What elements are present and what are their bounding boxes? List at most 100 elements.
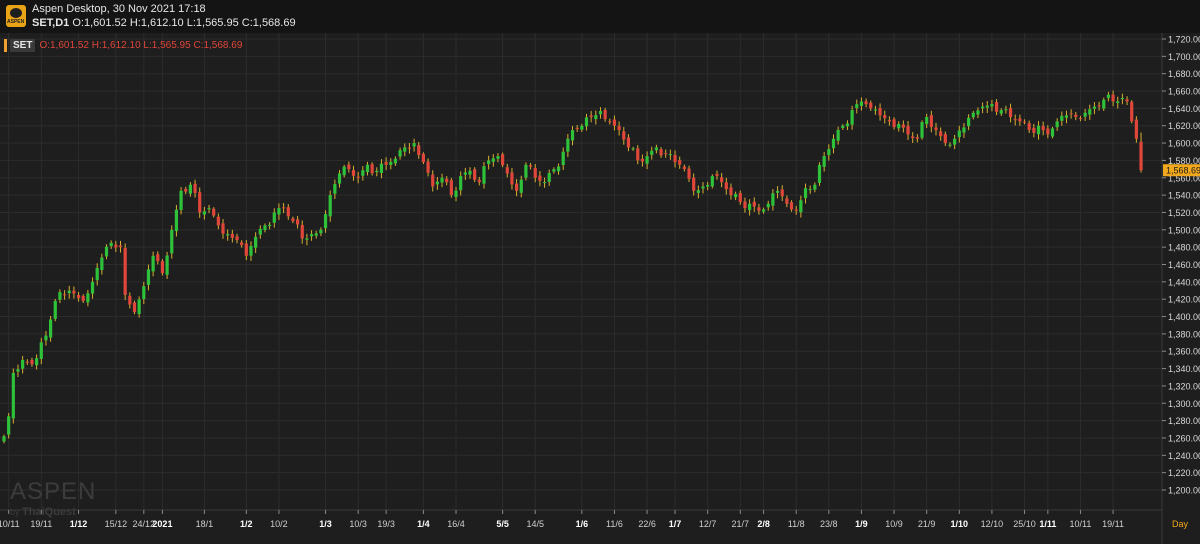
chart-area[interactable]: 1,720.00 1,700.00 1,680.00 1,660.00 1,640.00… (0, 33, 1200, 544)
time-tick-label: 2/8 (757, 519, 770, 529)
candle-body (808, 189, 812, 191)
candle-body (831, 138, 836, 149)
candle-body (855, 104, 859, 108)
candle-body (170, 229, 174, 254)
time-tick-label: 21/9 (918, 519, 936, 529)
price-tick-label: 1,360.00 (1168, 347, 1200, 357)
candle-body (864, 101, 868, 105)
candle-body (803, 188, 808, 199)
candle-body (1069, 113, 1073, 115)
candle-body (999, 110, 1003, 114)
candle-body (440, 177, 444, 183)
price-tick-label: 1,460.00 (1168, 260, 1200, 270)
time-tick-label: 23/8 (820, 519, 838, 529)
candle-body (678, 160, 682, 165)
price-tick-label: 1,260.00 (1168, 433, 1200, 443)
candle-body (528, 165, 533, 167)
candle-body (393, 158, 398, 164)
candle-body (254, 236, 258, 248)
candle-body (1088, 109, 1092, 115)
time-tick-label: 10/11 (1070, 519, 1092, 529)
candle-body (570, 130, 575, 141)
candle-body (552, 169, 556, 172)
candle-body (459, 176, 463, 191)
candle-body (109, 242, 113, 247)
candle-body (44, 335, 48, 341)
last-price-label: 1,568.69 (1166, 166, 1200, 176)
time-tick-label: 14/5 (526, 519, 544, 529)
candle-body (608, 121, 612, 123)
candle-body (142, 286, 146, 300)
candle-body (1102, 99, 1106, 109)
candle-body (356, 176, 360, 178)
candle-body (869, 102, 873, 109)
candle-body (25, 361, 29, 363)
candle-body (132, 302, 137, 313)
candle-body (333, 184, 337, 194)
candle-body (957, 130, 961, 138)
candle-body (291, 218, 295, 222)
price-tick-label: 1,680.00 (1168, 69, 1200, 79)
time-tick-label: 18/1 (196, 519, 214, 529)
price-tick-label: 1,560.00 (1168, 173, 1200, 183)
candle-body (901, 124, 905, 128)
candle-body (953, 138, 957, 145)
candle-body (766, 203, 770, 208)
candle-body (179, 190, 183, 211)
candle-body (76, 294, 81, 299)
candle-body (160, 261, 165, 274)
candle-body (1111, 94, 1115, 102)
price-tick-label: 1,240.00 (1168, 451, 1200, 461)
candle-body (757, 207, 761, 211)
price-tick-label: 1,380.00 (1168, 329, 1200, 339)
candle-body (286, 207, 290, 217)
candle-body (1036, 125, 1041, 135)
candle-body (724, 182, 728, 190)
candle-body (184, 188, 188, 192)
candle-body (482, 166, 486, 184)
candle-body (67, 290, 71, 294)
candle-body (673, 154, 677, 163)
candle-body (971, 112, 975, 118)
price-tick-label: 1,200.00 (1168, 486, 1200, 496)
candle-body (664, 153, 668, 155)
legend-symbol[interactable]: SET (10, 38, 36, 52)
title-bar: ASPEN Aspen Desktop, 30 Nov 2021 17:18 S… (0, 0, 1200, 33)
candle-body (365, 164, 370, 173)
price-tick-label: 1,220.00 (1168, 468, 1200, 478)
candle-body (463, 172, 467, 175)
candle-body (263, 225, 267, 231)
candle-body (398, 150, 402, 157)
candle-body (1050, 128, 1055, 137)
price-tick-label: 1,320.00 (1168, 381, 1200, 391)
candle-body (1008, 108, 1013, 118)
candle-body (617, 126, 621, 131)
candle-body (226, 234, 230, 236)
candle-body (212, 208, 216, 216)
candle-body (128, 295, 132, 305)
time-tick-label: 10/2 (270, 519, 288, 529)
candle-body (272, 212, 276, 223)
time-tick-label: 1/11 (1039, 519, 1056, 529)
candle-body (584, 117, 589, 127)
price-tick-label: 1,600.00 (1168, 139, 1200, 149)
time-tick-label: 19/11 (30, 519, 52, 529)
candle-body (449, 180, 453, 196)
timeframe-label[interactable]: Day (1172, 519, 1189, 529)
time-tick-label: 10/3 (349, 519, 367, 529)
candle-body (1022, 121, 1027, 123)
time-tick-label: 1/7 (669, 519, 682, 529)
symbol-interval: SET,D1 (32, 17, 70, 29)
candle-body (221, 223, 225, 234)
candle-body (575, 127, 579, 129)
candle-body (1083, 112, 1087, 117)
candle-body (309, 234, 314, 237)
candle-body (1064, 115, 1069, 118)
candle-body (137, 299, 141, 315)
candle-body (929, 115, 933, 128)
price-tick-label: 1,300.00 (1168, 399, 1200, 409)
candle-body (822, 156, 826, 167)
time-tick-label: 12/7 (699, 519, 717, 529)
candle-body (622, 131, 626, 140)
candle-body (985, 105, 989, 108)
